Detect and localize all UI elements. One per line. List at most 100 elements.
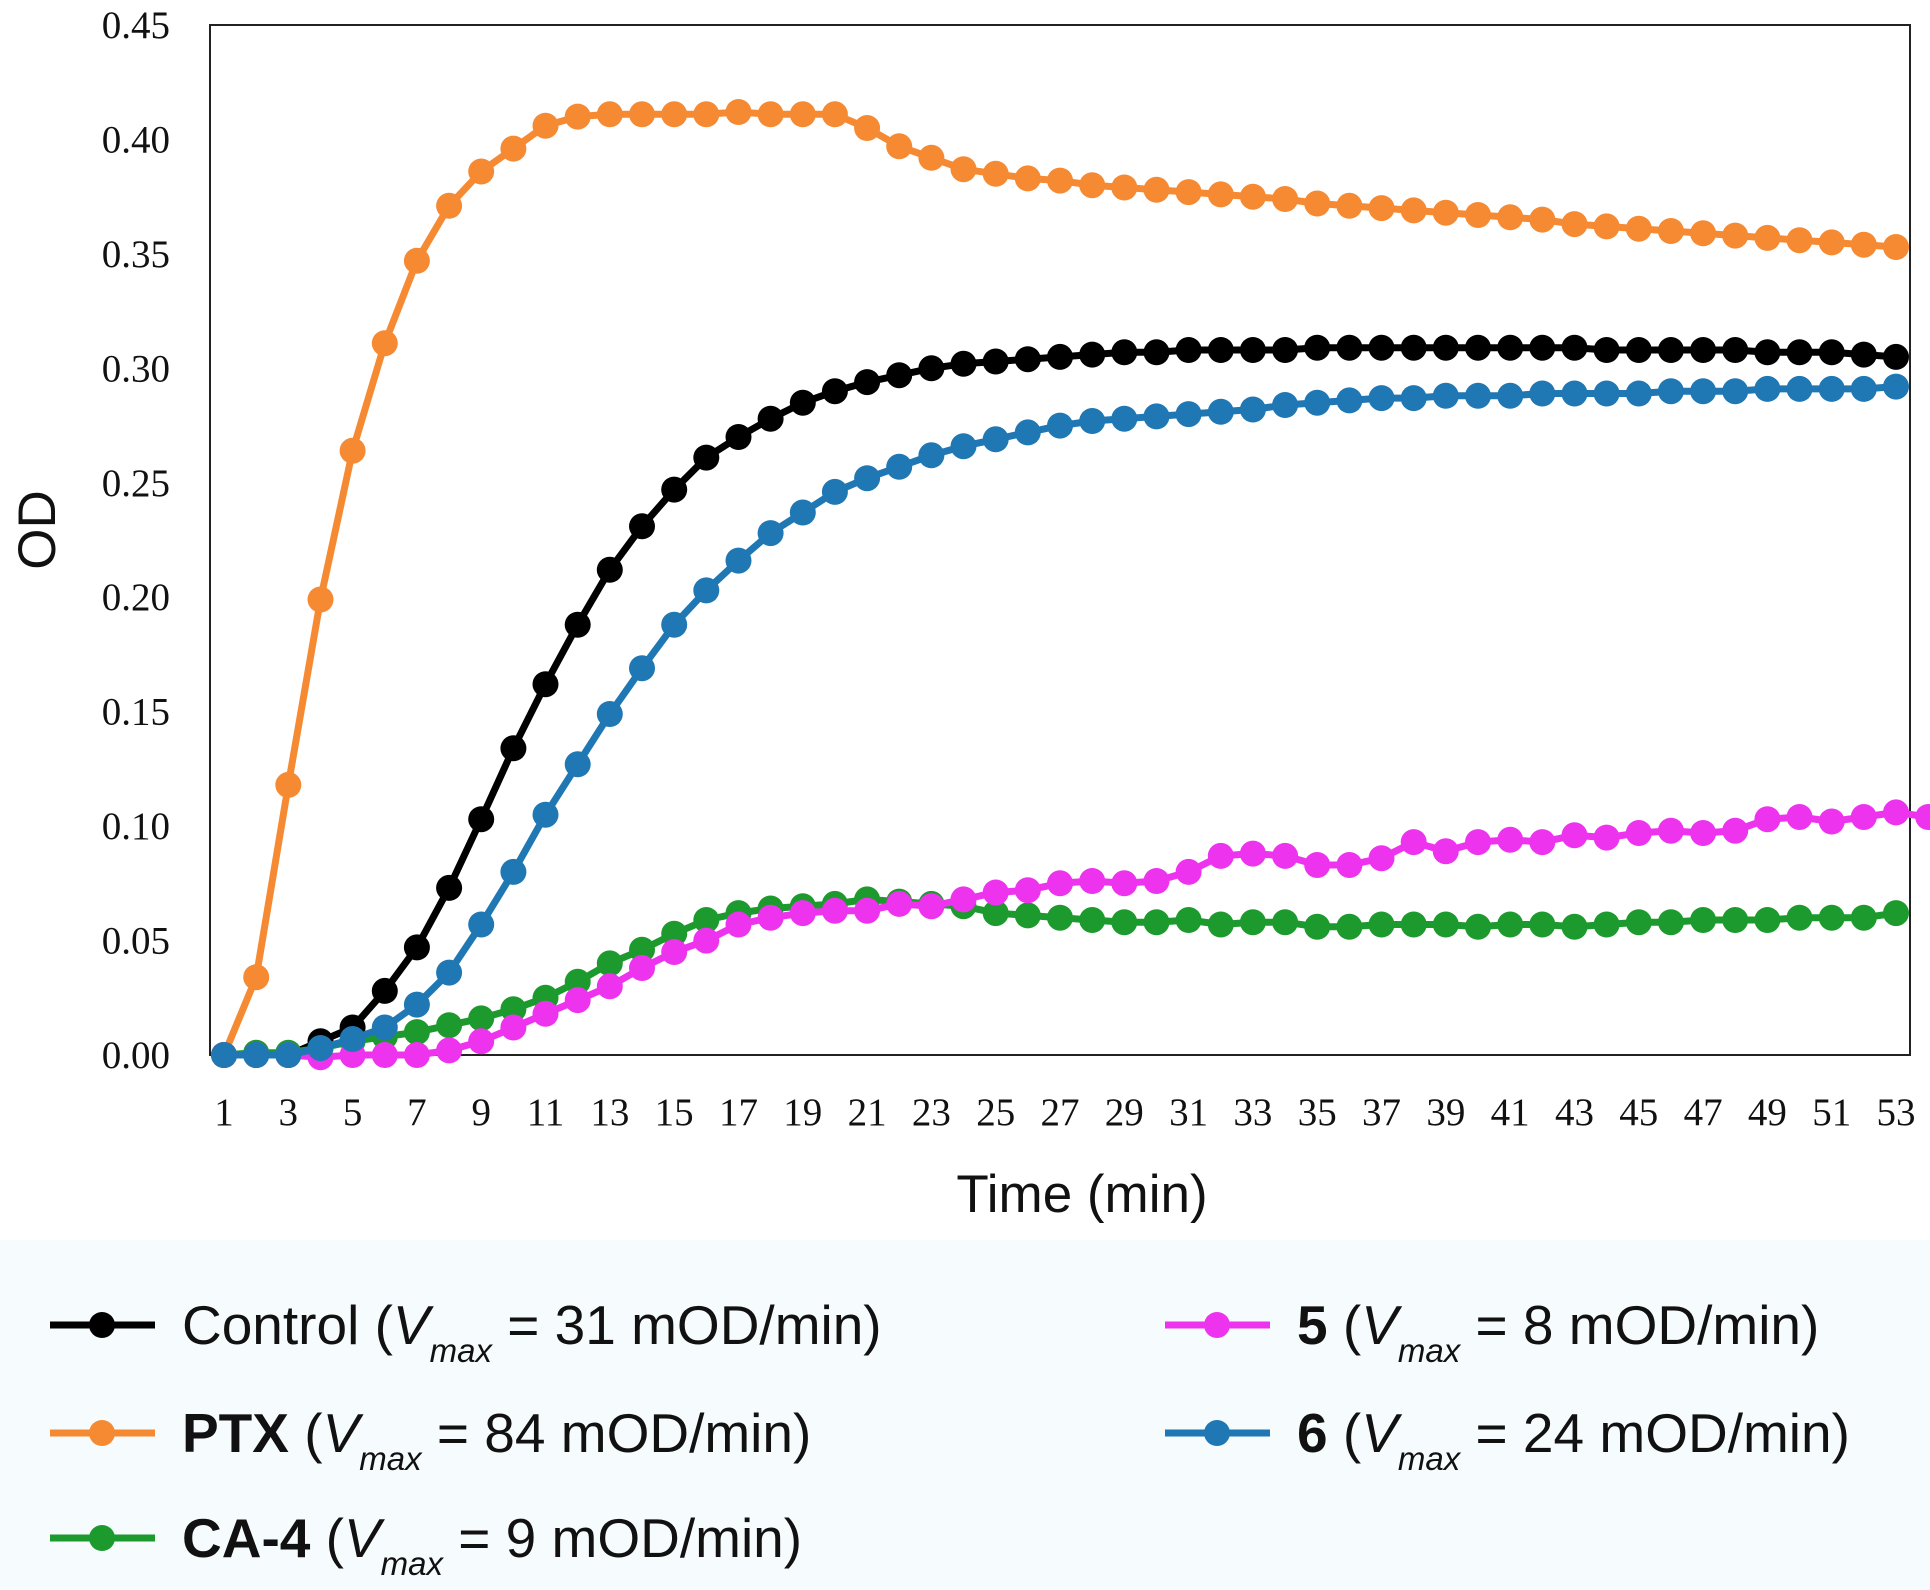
y-tick-label: 0.05 bbox=[102, 920, 170, 963]
data-point bbox=[243, 1042, 270, 1068]
data-point bbox=[371, 1014, 398, 1041]
data-point bbox=[500, 996, 527, 1023]
series-line bbox=[224, 383, 1897, 1059]
data-point bbox=[693, 907, 720, 933]
data-point bbox=[982, 426, 1009, 453]
data-point bbox=[950, 433, 977, 460]
data-point bbox=[1561, 913, 1588, 940]
data-point bbox=[596, 950, 623, 977]
data-point bbox=[1079, 408, 1106, 434]
data-point bbox=[757, 520, 784, 547]
data-point bbox=[468, 911, 495, 938]
data-point bbox=[1175, 858, 1202, 885]
y-tick-label: 0.45 bbox=[102, 4, 170, 47]
data-point bbox=[982, 348, 1009, 375]
data-point bbox=[982, 160, 1009, 187]
data-point bbox=[725, 99, 752, 125]
data-point bbox=[1561, 334, 1588, 361]
data-point bbox=[1079, 907, 1106, 933]
data-point bbox=[821, 378, 848, 405]
data-point bbox=[854, 897, 881, 924]
series-layer bbox=[211, 99, 1930, 1071]
data-point bbox=[1336, 387, 1363, 414]
data-point bbox=[1432, 199, 1459, 226]
data-point bbox=[1883, 234, 1909, 260]
data-point bbox=[1529, 829, 1556, 856]
data-point bbox=[1400, 911, 1427, 938]
data-point bbox=[661, 611, 688, 638]
series-line bbox=[224, 344, 1897, 1059]
data-point bbox=[1111, 174, 1138, 201]
data-point bbox=[1014, 165, 1041, 192]
data-point bbox=[1593, 337, 1620, 363]
x-tick-label: 39 bbox=[1426, 1091, 1465, 1134]
legend-label: 5 (Vmax = 8 mOD/min) bbox=[1297, 1294, 1819, 1369]
x-tick-label: 13 bbox=[590, 1091, 629, 1134]
data-point bbox=[1690, 907, 1717, 933]
data-point bbox=[468, 158, 495, 185]
data-point bbox=[1593, 380, 1620, 407]
data-point bbox=[1657, 817, 1684, 844]
data-point bbox=[1818, 808, 1845, 835]
data-point bbox=[1690, 220, 1717, 247]
data-point bbox=[789, 900, 816, 927]
data-point bbox=[918, 442, 945, 469]
data-point bbox=[1432, 382, 1459, 409]
data-point bbox=[1818, 904, 1845, 931]
x-tick-label: 33 bbox=[1233, 1091, 1272, 1134]
data-point bbox=[1915, 804, 1930, 830]
data-point bbox=[1850, 904, 1877, 931]
data-point bbox=[1304, 389, 1331, 416]
data-point bbox=[403, 934, 430, 961]
x-tick-label: 19 bbox=[783, 1091, 822, 1134]
legend-item-ptx: PTX (Vmax = 84 mOD/min) bbox=[50, 1402, 811, 1477]
data-point bbox=[1432, 334, 1459, 361]
data-point bbox=[1883, 900, 1909, 927]
data-point bbox=[564, 611, 591, 638]
data-point bbox=[1047, 167, 1073, 194]
data-point bbox=[757, 101, 784, 128]
data-point bbox=[1883, 799, 1909, 826]
data-point bbox=[1079, 172, 1106, 199]
data-point bbox=[1111, 909, 1138, 936]
legend-item-6: 6 (Vmax = 24 mOD/min) bbox=[1165, 1402, 1850, 1477]
data-point bbox=[693, 577, 720, 604]
x-tick-label: 49 bbox=[1748, 1091, 1787, 1134]
data-point bbox=[1465, 202, 1491, 228]
data-point bbox=[1368, 385, 1395, 412]
data-point bbox=[1529, 206, 1556, 233]
y-tick-label: 0.25 bbox=[102, 462, 170, 505]
data-point bbox=[436, 874, 463, 901]
data-point bbox=[532, 801, 559, 828]
x-tick-label: 41 bbox=[1491, 1091, 1530, 1134]
y-tick-label: 0.10 bbox=[102, 805, 170, 848]
data-point bbox=[629, 655, 655, 682]
data-point bbox=[950, 156, 977, 183]
legend-label: PTX (Vmax = 84 mOD/min) bbox=[182, 1402, 811, 1477]
x-tick-label: 53 bbox=[1877, 1091, 1916, 1134]
x-tick-label: 45 bbox=[1619, 1091, 1658, 1134]
series-ca-4 bbox=[211, 886, 1909, 1068]
x-tick-label: 23 bbox=[912, 1091, 951, 1134]
data-point bbox=[1625, 909, 1652, 936]
data-point bbox=[1400, 385, 1427, 412]
data-point bbox=[854, 115, 881, 141]
x-tick-label: 37 bbox=[1362, 1091, 1401, 1134]
data-point bbox=[789, 389, 816, 416]
data-point bbox=[1014, 877, 1041, 904]
data-point bbox=[1850, 804, 1877, 830]
data-point bbox=[1175, 337, 1202, 363]
data-point bbox=[661, 939, 688, 965]
data-point bbox=[1239, 183, 1266, 210]
legend-marker bbox=[89, 1525, 115, 1551]
data-point bbox=[1657, 218, 1684, 244]
data-point bbox=[725, 424, 752, 450]
data-point bbox=[1079, 868, 1106, 894]
data-point bbox=[1850, 375, 1877, 402]
data-point bbox=[1079, 341, 1106, 368]
data-point bbox=[436, 1012, 463, 1039]
data-point bbox=[1754, 375, 1781, 402]
data-point bbox=[211, 1042, 237, 1068]
data-point bbox=[821, 478, 848, 505]
data-point bbox=[725, 547, 752, 574]
